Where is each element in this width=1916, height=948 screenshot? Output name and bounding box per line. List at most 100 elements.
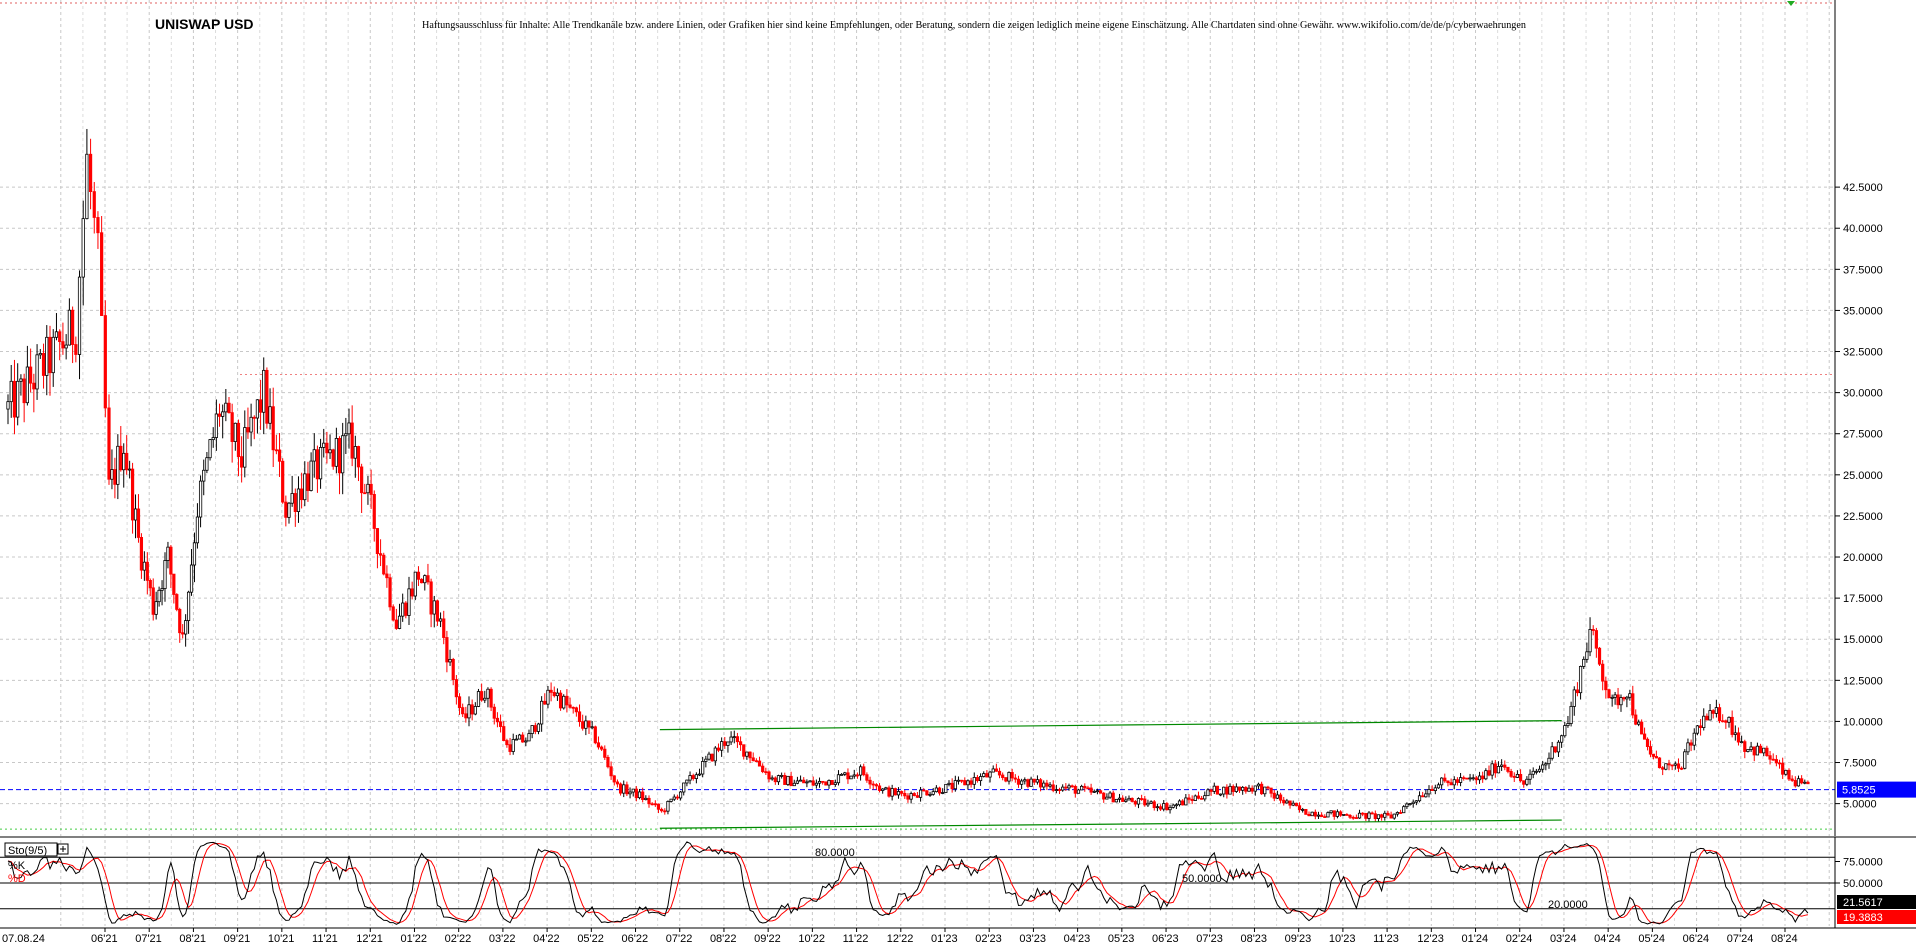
candle-body bbox=[92, 191, 96, 218]
candle-body bbox=[296, 488, 301, 512]
candle-body bbox=[982, 773, 986, 777]
candle-body bbox=[694, 774, 698, 779]
time-tick-label: 05'22 bbox=[577, 933, 604, 945]
time-tick-label: 01'24 bbox=[1462, 933, 1489, 945]
time-tick-label: 02'22 bbox=[445, 933, 472, 945]
candle-body bbox=[426, 575, 430, 583]
candle-body bbox=[107, 407, 111, 480]
candle-body bbox=[1528, 773, 1532, 780]
candle-body bbox=[61, 341, 65, 349]
candle-body bbox=[240, 456, 244, 468]
candle-body bbox=[577, 711, 582, 723]
candle-body bbox=[1016, 778, 1021, 785]
candle-body bbox=[306, 473, 310, 491]
candles bbox=[6, 128, 1810, 823]
candle-body bbox=[1307, 813, 1311, 817]
candle-body bbox=[1001, 774, 1005, 778]
candle-body bbox=[35, 354, 39, 390]
candle-body bbox=[969, 780, 973, 785]
candle-body bbox=[729, 736, 733, 743]
time-tick-label: 04'23 bbox=[1064, 933, 1091, 945]
candle-body bbox=[1468, 777, 1472, 780]
candle-body bbox=[432, 600, 436, 615]
time-tick-label: 03'23 bbox=[1019, 933, 1046, 945]
candle-body bbox=[590, 726, 594, 729]
candle-body bbox=[1338, 811, 1343, 816]
candle-body bbox=[51, 336, 55, 374]
candle-body bbox=[609, 766, 613, 777]
candle-body bbox=[868, 779, 872, 785]
candle-body bbox=[1386, 812, 1390, 816]
d-value-label: 19.3883 bbox=[1843, 912, 1883, 924]
candle-body bbox=[1348, 814, 1352, 818]
candle-body bbox=[230, 412, 234, 442]
candle-body bbox=[116, 445, 120, 485]
k-value-label: 21.5617 bbox=[1843, 897, 1883, 909]
candle-body bbox=[1054, 789, 1058, 791]
candle-body bbox=[119, 445, 123, 471]
candle-body bbox=[1619, 697, 1623, 706]
candle-body bbox=[404, 602, 408, 616]
time-tick-label: 09'22 bbox=[754, 933, 781, 945]
candle-body bbox=[318, 446, 323, 480]
candle-body bbox=[1076, 789, 1081, 794]
candle-body bbox=[738, 741, 743, 746]
candle-body bbox=[467, 704, 471, 719]
candle-body bbox=[1698, 725, 1703, 729]
candle-body bbox=[1111, 792, 1115, 803]
candle-body bbox=[805, 781, 809, 784]
price-tick-label: 40.0000 bbox=[1843, 223, 1883, 235]
candle-body bbox=[634, 788, 638, 799]
candle-body bbox=[38, 353, 42, 356]
candle-body bbox=[817, 780, 822, 784]
stochastic-title: Sto(9/5) bbox=[8, 845, 47, 857]
candle-body bbox=[454, 679, 458, 698]
candle-body bbox=[1689, 742, 1693, 746]
candle-body bbox=[840, 773, 844, 776]
candle-body bbox=[1383, 812, 1387, 818]
candle-body bbox=[385, 573, 389, 579]
candle-body bbox=[1702, 715, 1706, 729]
candle-body bbox=[1367, 812, 1371, 819]
candle-body bbox=[1029, 778, 1033, 787]
candle-body bbox=[1032, 778, 1036, 783]
candle-body bbox=[1522, 780, 1526, 785]
candle-body bbox=[12, 380, 17, 418]
candle-body bbox=[58, 331, 62, 343]
candle-body bbox=[1525, 778, 1529, 785]
time-tick-label: 03'24 bbox=[1550, 933, 1577, 945]
candle-body bbox=[1566, 723, 1570, 727]
candle-body bbox=[1140, 798, 1144, 800]
candle-body bbox=[533, 725, 537, 732]
candle-body bbox=[874, 784, 878, 787]
candle-body bbox=[568, 704, 572, 708]
candle-body bbox=[41, 353, 46, 376]
candle-body bbox=[1424, 793, 1428, 798]
candle-body bbox=[1727, 716, 1731, 723]
candle-body bbox=[300, 488, 304, 501]
candle-body bbox=[858, 766, 863, 776]
candle-body bbox=[1724, 720, 1728, 723]
candle-body bbox=[350, 422, 354, 459]
candle-body bbox=[1023, 779, 1027, 782]
candle-body bbox=[978, 776, 983, 782]
candle-body bbox=[975, 777, 980, 782]
candle-body bbox=[742, 744, 746, 757]
candle-body bbox=[1288, 800, 1292, 806]
candle-body bbox=[1471, 777, 1475, 780]
candle-body bbox=[1152, 801, 1156, 809]
candle-body bbox=[1158, 806, 1163, 810]
candle-body bbox=[1083, 785, 1087, 789]
candle-body bbox=[1642, 733, 1647, 740]
candle-body bbox=[1105, 796, 1109, 800]
candle-body bbox=[555, 692, 560, 697]
time-tick-label: 12'22 bbox=[887, 933, 914, 945]
candle-body bbox=[691, 775, 695, 779]
candle-body bbox=[751, 757, 755, 762]
stochastic-label-box[interactable] bbox=[4, 842, 58, 857]
candle-body bbox=[341, 435, 345, 474]
candle-body bbox=[1222, 786, 1226, 795]
stochastic-expand-icon[interactable] bbox=[57, 843, 69, 855]
candle-body bbox=[1730, 716, 1734, 735]
stochastic-axis: 75.0000 50.0000 bbox=[1835, 857, 1883, 890]
